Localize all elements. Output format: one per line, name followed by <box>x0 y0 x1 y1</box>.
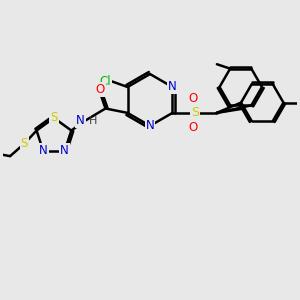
Text: N: N <box>146 119 154 132</box>
Text: O: O <box>188 92 198 105</box>
Text: O: O <box>188 121 198 134</box>
Text: N: N <box>76 114 85 127</box>
Text: N: N <box>60 144 69 158</box>
Text: N: N <box>39 144 48 158</box>
Text: Cl: Cl <box>99 75 111 88</box>
Text: H: H <box>88 116 97 126</box>
Text: N: N <box>168 80 177 94</box>
Text: S: S <box>20 137 28 150</box>
Text: O: O <box>96 83 105 96</box>
Text: S: S <box>50 111 58 124</box>
Text: S: S <box>191 106 200 119</box>
